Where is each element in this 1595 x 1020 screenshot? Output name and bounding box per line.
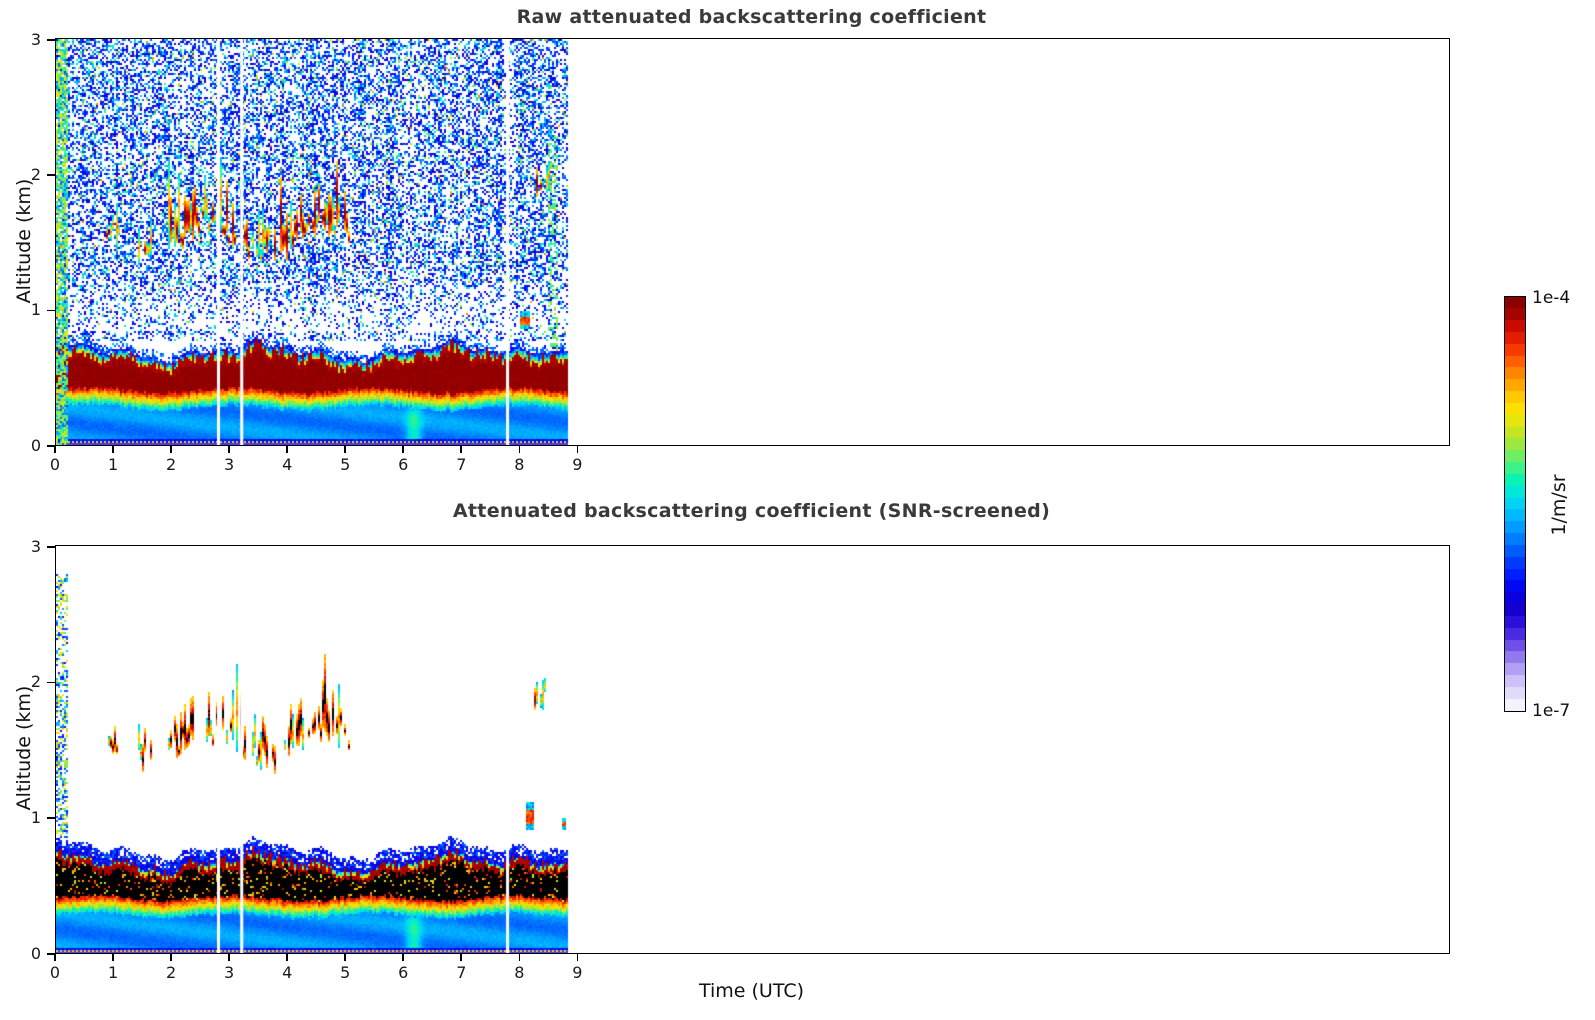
x-tick-label: 1 xyxy=(107,455,119,474)
x-tick-mark xyxy=(518,953,521,961)
x-tick-mark xyxy=(402,445,405,453)
x-tick-label: 2 xyxy=(165,963,177,982)
x-tick-mark xyxy=(112,953,114,961)
raw-heatmap-canvas xyxy=(56,39,1449,445)
y-tick-mark xyxy=(47,309,55,312)
y-tick-mark xyxy=(47,953,55,955)
x-tick-mark xyxy=(286,445,288,453)
screened-plot-area xyxy=(55,545,1450,954)
raw-plot-area xyxy=(55,38,1450,446)
x-tick-label: 9 xyxy=(572,455,583,474)
y-tick-mark xyxy=(47,546,55,548)
x-tick-label: 0 xyxy=(49,963,61,982)
colorbar-unit-label: 1/m/sr xyxy=(1548,474,1570,536)
y-tick-label: 0 xyxy=(30,435,41,455)
x-tick-mark xyxy=(344,953,346,961)
y-tick-label: 2 xyxy=(30,672,41,692)
x-tick-mark xyxy=(460,445,463,453)
y-tick-label: 1 xyxy=(30,808,41,828)
x-tick-mark xyxy=(170,445,172,453)
x-tick-mark xyxy=(170,953,172,961)
y-tick-label: 3 xyxy=(30,29,41,49)
x-tick-label: 3 xyxy=(224,455,235,474)
x-tick-mark xyxy=(344,445,346,453)
x-tick-label: 7 xyxy=(456,455,467,474)
x-tick-label: 7 xyxy=(456,963,467,982)
x-tick-label: 0 xyxy=(49,455,61,474)
x-tick-mark xyxy=(112,445,114,453)
x-tick-mark xyxy=(576,445,579,453)
x-tick-label: 5 xyxy=(340,963,351,982)
y-tick-label: 3 xyxy=(30,536,41,556)
y-tick-label: 2 xyxy=(30,165,41,185)
y-tick-mark xyxy=(47,39,55,41)
x-tick-label: 8 xyxy=(514,963,525,982)
x-tick-mark xyxy=(54,445,56,453)
x-tick-mark xyxy=(228,445,230,453)
x-tick-mark xyxy=(228,953,230,961)
y-tick-mark xyxy=(47,681,55,684)
colorbar-min-label: 1e-7 xyxy=(1532,701,1571,721)
y-tick-mark xyxy=(47,174,55,176)
x-tick-mark xyxy=(402,953,405,961)
y-tick-label: 1 xyxy=(30,300,41,320)
x-tick-label: 6 xyxy=(398,963,409,982)
screened-heatmap-canvas xyxy=(56,546,1449,953)
screened-panel-title: Attenuated backscattering coefficient (S… xyxy=(452,500,1051,522)
x-tick-label: 5 xyxy=(340,455,351,474)
x-tick-label: 4 xyxy=(282,455,293,474)
x-tick-mark xyxy=(54,953,56,961)
y-tick-label: 0 xyxy=(30,943,41,963)
x-tick-label: 8 xyxy=(514,455,525,474)
x-tick-mark xyxy=(460,953,463,961)
x-axis-label: Time (UTC) xyxy=(698,980,805,1002)
y-tick-mark xyxy=(47,445,55,447)
x-tick-mark xyxy=(576,953,579,961)
x-tick-label: 3 xyxy=(224,963,235,982)
colorbar-max-label: 1e-4 xyxy=(1532,288,1571,308)
colorbar xyxy=(1504,296,1526,712)
x-tick-mark xyxy=(518,445,521,453)
x-tick-label: 1 xyxy=(107,963,119,982)
colorbar-canvas xyxy=(1505,297,1525,711)
x-tick-label: 6 xyxy=(398,455,409,474)
raw-panel-title: Raw attenuated backscattering coefficien… xyxy=(516,6,987,28)
x-tick-label: 2 xyxy=(165,455,177,474)
x-tick-label: 4 xyxy=(282,963,293,982)
x-tick-mark xyxy=(286,953,288,961)
x-tick-label: 9 xyxy=(572,963,583,982)
y-tick-mark xyxy=(47,817,55,819)
